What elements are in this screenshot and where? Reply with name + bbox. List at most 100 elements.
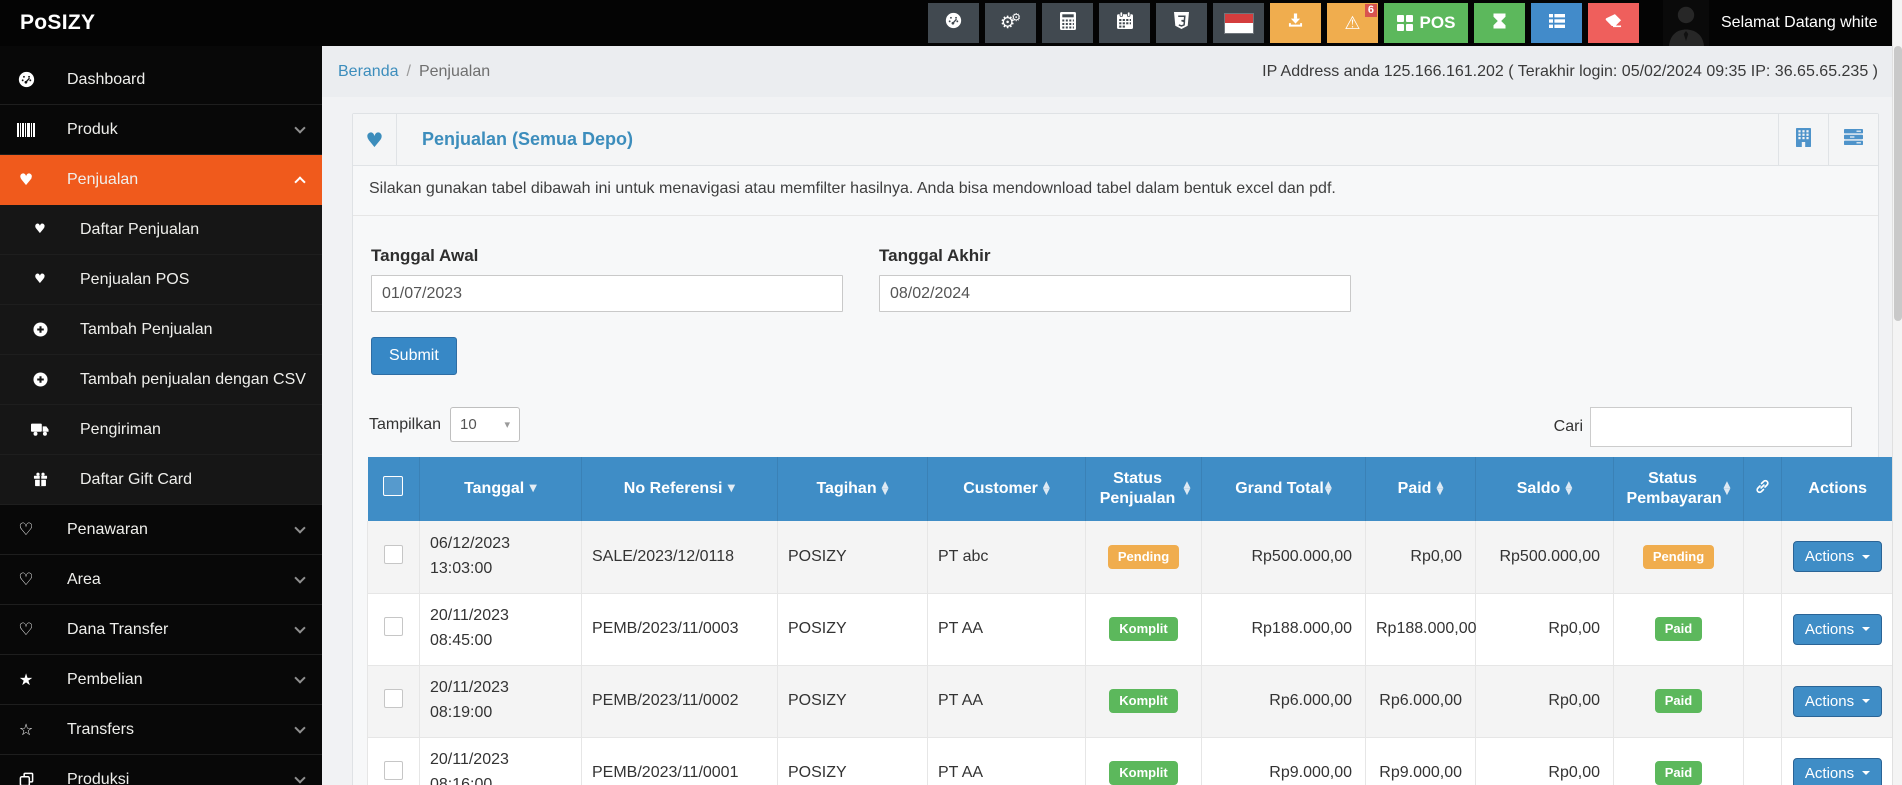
calendar-nav-button[interactable] [1099,3,1150,43]
sidebar-item-dashboard[interactable]: Dashboard [0,55,322,105]
page-scrollbar[interactable] [1892,0,1902,785]
css3-nav-button[interactable] [1156,3,1207,43]
navbar-quick-buttons: ⚙ ⚙ ⚠ 6 POS [928,3,1639,43]
chevron-down-icon [294,622,306,634]
chevron-up-icon [294,176,306,188]
cell-time: 13:03:00 [430,559,493,577]
pos-nav-button[interactable]: POS [1384,3,1468,43]
sidebar-item-pengiriman[interactable]: Pengiriman [0,405,322,455]
end-date-input[interactable] [879,275,1351,312]
scrollbar-thumb[interactable] [1894,46,1902,321]
alerts-nav-button[interactable]: ⚠ 6 [1327,3,1378,43]
cell-date: 20/11/2023 [430,751,509,769]
settings-nav-button[interactable]: ⚙ ⚙ [985,3,1036,43]
caret-down-icon [1862,699,1871,703]
sort-icon: ▲ ▼ [1436,479,1444,497]
language-flag-button[interactable] [1213,3,1264,43]
actions-button[interactable]: Actions [1792,757,1883,785]
avatar[interactable] [1663,0,1709,46]
hourglass-nav-button[interactable] [1474,3,1525,43]
sort-icon: ▲ ▼ [1324,479,1332,497]
header-paid[interactable]: Paid ▲ ▼ [1365,457,1476,521]
sidebar-item-daftar-penjualan[interactable]: ♥ Daftar Penjualan [0,205,322,255]
date-filter-form: Tanggal Awal Tanggal Akhir [367,246,1864,312]
sidebar-item-produksi[interactable]: Produksi [0,755,322,785]
actions-button[interactable]: Actions [1792,541,1883,573]
list-nav-button[interactable] [1531,3,1582,43]
select-all-checkbox[interactable] [383,476,404,496]
row-checkbox[interactable] [384,544,403,564]
header-tanggal[interactable]: Tanggal ▼ [419,457,582,521]
sidebar-item-transfers[interactable]: ☆ Transfers [0,705,322,755]
header-customer[interactable]: Customer ▲ ▼ [927,457,1086,521]
chevron-down-icon [294,772,306,784]
header-select-all [367,457,420,521]
row-checkbox[interactable] [384,617,403,636]
cell-date: 20/11/2023 [430,679,509,697]
download-nav-button[interactable] [1270,3,1321,43]
breadcrumb-home-link[interactable]: Beranda [338,62,399,80]
chevron-down-icon [294,122,306,134]
table-header-row: Tanggal ▼ No Referensi ▼ Tagihan ▲ ▼ Custome… [367,457,1894,521]
brand-logo[interactable]: PoSIZY [20,11,96,34]
submit-button[interactable]: Submit [371,337,457,375]
table-controls: Tampilkan 10 ▾ Cari [367,407,1864,447]
sidebar-item-area[interactable]: ♡ Area [0,555,322,605]
sidebar-item-penjualan-pos[interactable]: ♥ Penjualan POS [0,255,322,305]
payment-status-badge: Paid [1654,617,1703,641]
cell-date: 06/12/2023 [430,534,511,552]
sort-icon: ▲ ▼ [881,479,889,497]
sidebar-item-produk[interactable]: Produk [0,105,322,155]
header-grand-total[interactable]: Grand Total ▲ ▼ [1201,457,1366,521]
sidebar-item-tambah-penjualan-csv[interactable]: Tambah penjualan dengan CSV [0,355,322,405]
header-status-penjualan[interactable]: Status Penjualan ▲ ▼ [1085,457,1202,521]
header-saldo[interactable]: Saldo ▲ ▼ [1475,457,1614,521]
panel-description: Silakan gunakan tabel dibawah ini untuk … [353,166,1878,216]
panel-header-actions [1778,114,1878,165]
actions-button[interactable]: Actions [1792,613,1883,645]
welcome-text[interactable]: Selamat Datang white [1721,14,1878,31]
sidebar-item-penawaran[interactable]: ♡ Penawaran [0,505,322,555]
row-checkbox[interactable] [384,689,403,708]
sidebar-item-penjualan[interactable]: ♥ Penjualan [0,155,322,205]
start-date-label: Tanggal Awal [371,246,479,265]
grid-icon [1396,15,1413,31]
sidebar-item-tambah-penjualan[interactable]: Tambah Penjualan [0,305,322,355]
header-status-pembayaran[interactable]: Status Pembayaran ▲ ▼ [1613,457,1744,521]
depo-view-button[interactable] [1778,114,1828,165]
table-view-button[interactable] [1828,114,1878,165]
cell-date: 20/11/2023 [430,607,509,625]
dashboard-nav-button[interactable] [928,3,979,43]
heart-icon: ♥ [34,272,46,287]
cell-link [1743,521,1782,594]
header-no-referensi[interactable]: No Referensi ▼ [581,457,778,521]
status-badge: Komplit [1109,689,1178,713]
row-checkbox[interactable] [384,761,403,780]
payment-status-badge: Pending [1642,544,1715,569]
start-date-input[interactable] [371,275,843,312]
barcode-icon [15,122,37,137]
chevron-down-icon [294,672,306,684]
cell-ref: PEMB/2023/11/0003 [581,593,778,666]
star-outline-icon: ☆ [18,720,34,739]
sidebar-item-pembelian[interactable]: ★ Pembelian [0,655,322,705]
cell-tagihan: POSIZY [777,593,928,666]
calculator-nav-button[interactable] [1042,3,1093,43]
stacked-list-icon [1844,129,1863,150]
top-navbar: PoSIZY ⚙ ⚙ ⚠ 6 POS [0,0,1892,46]
cogs-icon: ⚙ [999,13,1016,33]
cell-tagihan: POSIZY [777,665,928,738]
actions-button[interactable]: Actions [1792,685,1883,717]
clone-icon [15,772,37,785]
clear-nav-button[interactable] [1588,3,1639,43]
show-entries-select[interactable]: 10 ▾ [450,407,521,442]
gauge-icon [15,71,37,88]
heart-icon: ♥ [34,222,46,237]
sidebar-item-daftar-gift-card[interactable]: Daftar Gift Card [0,455,322,505]
cell-time: 08:19:00 [430,704,493,721]
search-input[interactable] [1590,407,1852,447]
cell-customer: PT AA [927,665,1086,738]
sidebar-item-dana-transfer[interactable]: ♡ Dana Transfer [0,605,322,655]
header-tagihan[interactable]: Tagihan ▲ ▼ [777,457,928,521]
cell-link [1743,737,1782,785]
